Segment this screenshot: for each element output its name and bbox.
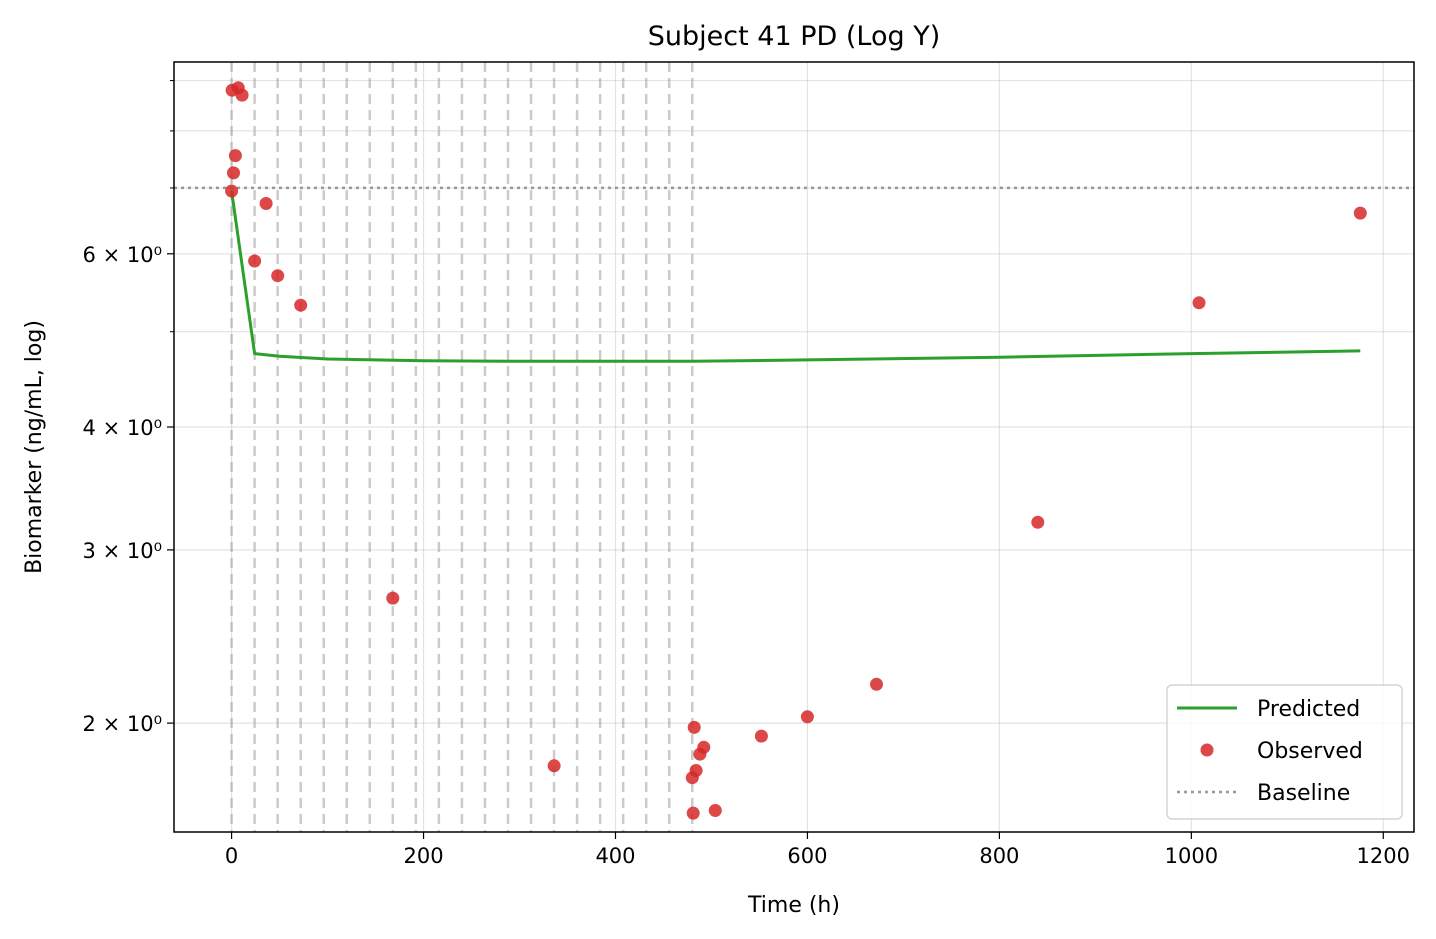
y-tick-label: 6 × 10⁰ (83, 243, 162, 267)
legend-baseline-label: Baseline (1257, 781, 1350, 806)
legend-observed-swatch (1200, 743, 1214, 757)
predicted-line (230, 190, 1361, 363)
legend-box (1166, 684, 1403, 820)
observed-point (225, 184, 239, 198)
y-axis-label: Biomarker (ng/mL, log) (22, 320, 47, 574)
legend-predicted-label: Predicted (1257, 697, 1360, 722)
observed-point (689, 764, 703, 777)
observed-point (1192, 296, 1206, 310)
x-tick-label: 800 (979, 844, 1019, 868)
observed-point (686, 806, 700, 820)
observed-point (248, 254, 262, 268)
observed-point (1353, 206, 1367, 220)
y-ticks: 2 × 10⁰ 3 × 10⁰ 4 × 10⁰ 6 × 10⁰ (83, 80, 174, 736)
observed-point (259, 197, 273, 210)
observed-point (386, 591, 400, 605)
observed-point (870, 677, 883, 691)
x-tick-label: 1000 (1165, 844, 1218, 868)
predicted-layer (230, 190, 1361, 363)
observed-point (687, 720, 701, 734)
observed-point (235, 88, 249, 102)
observed-point (271, 269, 285, 283)
legend-observed-label: Observed (1257, 739, 1363, 764)
observed-point (294, 298, 308, 312)
observed-point (1031, 515, 1045, 529)
chart-title: Subject 41 PD (Log Y) (648, 21, 940, 52)
plot-frame (173, 61, 1415, 833)
x-tick-label: 400 (595, 844, 635, 868)
x-axis-label: Time (h) (747, 893, 840, 918)
x-ticks: 0 200 400 600 800 1000 1200 (225, 832, 1410, 868)
y-tick-label: 3 × 10⁰ (83, 539, 162, 563)
x-tick-label: 200 (403, 844, 443, 868)
dose-lines (230, 62, 694, 832)
observed-point (754, 729, 768, 743)
observed-point (708, 804, 722, 817)
legend: Predicted Observed Baseline (1166, 684, 1403, 820)
x-tick-label: 1200 (1357, 844, 1410, 868)
observed-point (227, 166, 240, 180)
grid-layer (174, 62, 1414, 832)
x-tick-label: 600 (787, 844, 827, 868)
y-tick-label: 4 × 10⁰ (83, 416, 162, 440)
observed-point (547, 759, 561, 773)
y-tick-label: 2 × 10⁰ (83, 712, 162, 736)
observed-point (228, 149, 242, 163)
observed-layer (225, 81, 1367, 820)
observed-point (800, 710, 814, 724)
x-tick-label: 0 (225, 844, 238, 868)
observed-point (697, 740, 711, 754)
